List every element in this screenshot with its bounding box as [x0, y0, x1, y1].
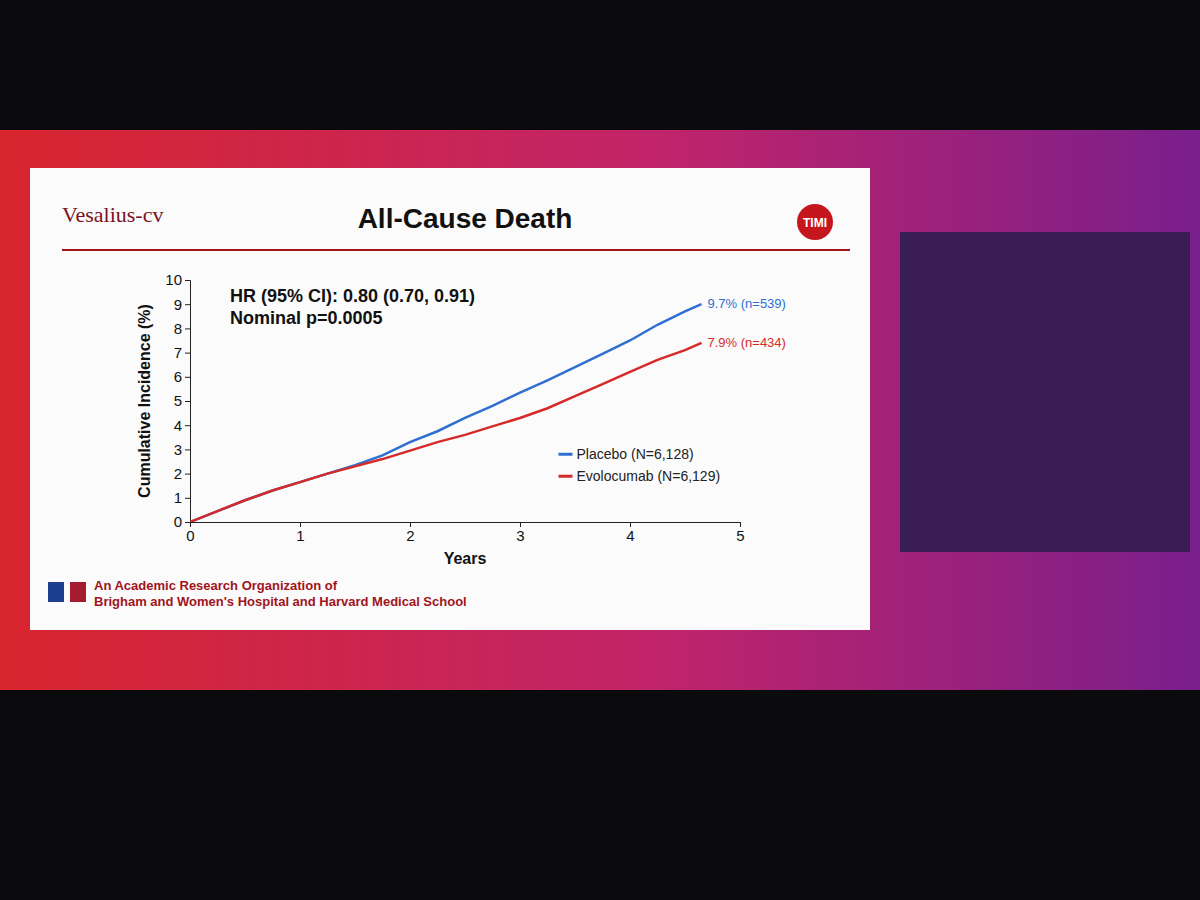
y-tick-mark	[185, 474, 190, 475]
brand-text: Vesalius-cv	[62, 202, 163, 227]
y-tick-label: 10	[165, 271, 182, 288]
legend: Placebo (N=6,128) Evolocumab (N=6,129)	[559, 446, 721, 484]
legend-label: Evolocumab (N=6,129)	[577, 468, 721, 484]
x-tick: 1	[296, 522, 304, 544]
series-line	[190, 304, 702, 522]
slide-card	[30, 168, 870, 630]
y-tick-label: 7	[174, 344, 182, 361]
plot-area	[190, 304, 702, 522]
y-tick-label: 9	[174, 296, 182, 313]
legend-swatch	[559, 475, 573, 478]
y-tick: 7	[174, 344, 190, 361]
y-tick: 2	[174, 465, 190, 482]
x-tick: 2	[406, 522, 414, 544]
legend-label: Placebo (N=6,128)	[577, 446, 694, 462]
y-tick-label: 6	[174, 368, 182, 385]
footer-text: Brigham and Women's Hospital and Harvard…	[94, 594, 467, 609]
y-tick-mark	[185, 280, 190, 281]
y-tick: 3	[174, 441, 190, 458]
end-label: 9.7% (n=539)	[708, 296, 786, 311]
x-axis-line	[191, 523, 741, 528]
x-tick-label: 3	[516, 527, 524, 544]
x-axis: 0 1 2 3 4 5	[186, 522, 744, 544]
y-tick-label: 8	[174, 320, 182, 337]
chart-title: All-Cause Death	[358, 203, 573, 234]
legend-item: Evolocumab (N=6,129)	[559, 468, 721, 484]
y-axis-title: Cumulative Incidence (%)	[136, 304, 153, 498]
annotation: Nominal p=0.0005	[230, 308, 383, 328]
footer-logo	[48, 582, 64, 602]
x-tick-label: 1	[296, 527, 304, 544]
y-tick-label: 0	[174, 513, 182, 530]
y-tick-mark	[185, 522, 190, 523]
y-tick-label: 2	[174, 465, 182, 482]
y-tick: 0	[174, 513, 190, 530]
logo-text: TIMI	[803, 216, 827, 230]
end-label: 7.9% (n=434)	[708, 335, 786, 350]
logo-badge	[797, 204, 833, 240]
y-tick: 8	[174, 320, 190, 337]
footer-text: An Academic Research Organization of	[94, 578, 338, 593]
y-tick-mark	[185, 328, 190, 329]
y-tick-mark	[185, 401, 190, 402]
y-tick: 10	[165, 271, 190, 288]
x-axis-title: Years	[444, 550, 487, 567]
y-tick-label: 1	[174, 489, 182, 506]
video-panel	[900, 232, 1190, 552]
x-tick: 5	[736, 522, 744, 544]
y-tick-mark	[185, 498, 190, 499]
title-rule	[62, 249, 850, 251]
x-tick-label: 4	[626, 527, 634, 544]
slide-photo: Vesalius-cv All-Cause Death TIMI 0 1 2 3 4 5 0 1 2 3…	[0, 0, 1200, 900]
x-tick-label: 5	[736, 527, 744, 544]
x-tick: 0	[186, 522, 194, 544]
y-tick-label: 4	[174, 417, 182, 434]
y-tick: 1	[174, 489, 190, 506]
annotation: HR (95% CI): 0.80 (0.70, 0.91)	[230, 286, 475, 306]
y-tick-mark	[185, 377, 190, 378]
x-tick: 4	[626, 522, 634, 544]
y-tick: 9	[174, 296, 190, 313]
y-axis-line	[185, 281, 191, 523]
footer-logo	[70, 582, 86, 602]
y-axis: 0 1 2 3 4 5 6 7 8 9 10	[165, 271, 190, 530]
y-tick-mark	[185, 304, 190, 305]
y-tick: 5	[174, 392, 190, 409]
y-tick-mark	[185, 449, 190, 450]
series-line	[190, 343, 702, 522]
y-tick-label: 5	[174, 392, 182, 409]
x-tick: 3	[516, 522, 524, 544]
legend-swatch	[559, 453, 573, 456]
y-tick: 6	[174, 368, 190, 385]
y-tick: 4	[174, 417, 190, 434]
legend-item: Placebo (N=6,128)	[559, 446, 694, 462]
y-tick-mark	[185, 425, 190, 426]
screen-background	[0, 130, 1200, 690]
x-tick-label: 0	[186, 527, 194, 544]
y-tick-label: 3	[174, 441, 182, 458]
x-tick-label: 2	[406, 527, 414, 544]
y-tick-mark	[185, 353, 190, 354]
